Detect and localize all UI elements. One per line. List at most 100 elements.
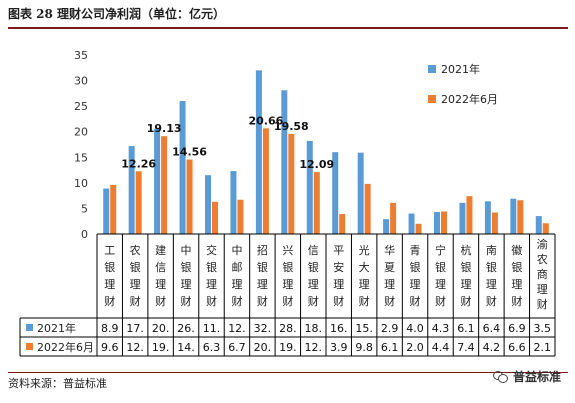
y-tick-label-5: 25 <box>74 100 88 113</box>
bar-y2021-6 <box>255 70 262 234</box>
table-cell-1-14: 7.4 <box>457 341 475 354</box>
data-label-0: 12.26 <box>121 157 156 170</box>
watermark: 普益标准 <box>492 366 561 386</box>
bar-y2022h1-0 <box>110 184 117 234</box>
bar-y2022h1-13 <box>441 211 447 234</box>
table-cell-1-11: 6.1 <box>381 341 399 354</box>
table-cell-0-7: 28. <box>279 322 297 335</box>
bar-y2021-0 <box>103 188 110 234</box>
table-cell-0-6: 32. <box>254 322 272 335</box>
table-cell-0-9: 16. <box>330 322 348 335</box>
table-cell-1-5: 6.7 <box>228 341 246 354</box>
category-label-14: 杭银理财 <box>460 243 471 308</box>
table-cell-0-4: 11. <box>203 322 221 335</box>
category-label-11: 华夏理财 <box>384 243 395 308</box>
category-label-0: 工银理财 <box>104 244 115 308</box>
table-cell-0-0: 8.9 <box>101 322 119 335</box>
y-tick-label-3: 15 <box>74 151 88 164</box>
legend-swatch-1 <box>428 95 436 103</box>
table-cell-0-10: 15. <box>355 322 373 335</box>
bar-y2021-15 <box>484 201 491 234</box>
table-cell-1-4: 6.3 <box>203 341 221 354</box>
chart-title: 图表 28 理财公司净利润（单位：亿元） <box>8 7 226 21</box>
bar-y2021-5 <box>230 171 237 234</box>
category-label-6: 招银理财 <box>257 243 268 308</box>
bar-y2022h1-2 <box>161 136 168 234</box>
title-divider <box>8 27 568 29</box>
category-label-1: 农银理财 <box>130 243 141 308</box>
bar-y2021-9 <box>332 152 339 234</box>
bar-y2022h1-4 <box>212 201 218 234</box>
table-cell-1-0: 9.6 <box>101 341 119 354</box>
table-cell-0-11: 2.9 <box>381 322 399 335</box>
table-cell-1-3: 14. <box>177 341 195 354</box>
table-cell-0-1: 17. <box>126 322 144 335</box>
bar-y2021-11 <box>383 219 390 234</box>
table-cell-1-8: 12. <box>305 341 323 354</box>
bar-y2021-13 <box>434 212 440 234</box>
table-cell-1-15: 4.2 <box>483 341 501 354</box>
table-row-label-1: 2022年6月 <box>37 340 94 354</box>
table-key-swatch-1 <box>26 343 33 350</box>
category-label-7: 兴银理财 <box>282 244 293 308</box>
bar-y2022h1-9 <box>339 214 346 234</box>
table-cell-0-14: 6.1 <box>457 322 475 335</box>
bar-y2022h1-8 <box>313 172 320 234</box>
table-row-label-0: 2021年 <box>37 321 76 335</box>
bar-y2021-14 <box>459 202 466 234</box>
y-tick-label-6: 30 <box>74 75 88 88</box>
table-cell-1-10: 9.8 <box>355 341 373 354</box>
category-label-13: 宁银理财 <box>435 243 446 308</box>
y-tick-label-4: 20 <box>74 126 88 139</box>
bar-y2022h1-15 <box>491 212 498 234</box>
data-label-5: 12.09 <box>299 158 334 171</box>
bar-y2021-17 <box>535 216 542 234</box>
y-tick-label-1: 5 <box>81 202 88 215</box>
category-label-8: 信银理财 <box>308 244 319 308</box>
legend-label-0: 2021年 <box>441 62 480 76</box>
table-cell-0-3: 26. <box>177 322 195 335</box>
bar-y2022h1-1 <box>135 171 142 234</box>
table-cell-0-16: 6.9 <box>508 322 526 335</box>
table-cell-1-2: 19. <box>152 341 170 354</box>
category-label-12: 青银理财 <box>410 244 421 308</box>
bar-y2022h1-3 <box>186 159 193 234</box>
bar-y2022h1-14 <box>466 196 473 234</box>
watermark-text: 普益标准 <box>512 369 561 384</box>
table-cell-1-17: 2.1 <box>534 341 552 354</box>
table-cell-0-2: 20. <box>152 322 170 335</box>
bar-y2021-8 <box>306 140 313 234</box>
category-label-17: 渝农商理财 <box>537 237 548 311</box>
table-cell-0-15: 6.4 <box>483 322 501 335</box>
table-cell-1-13: 4.4 <box>432 341 450 354</box>
table-key-swatch-0 <box>26 324 33 331</box>
data-label-1: 19.13 <box>147 122 182 135</box>
category-label-3: 中银理财 <box>181 244 192 308</box>
bar-y2022h1-12 <box>415 223 422 234</box>
table-cell-1-7: 19. <box>279 341 297 354</box>
bar-y2022h1-10 <box>364 183 371 234</box>
wechat-icon <box>492 370 509 383</box>
bar-y2022h1-7 <box>288 133 295 234</box>
table-cell-0-13: 4.3 <box>432 322 450 335</box>
bar-y2022h1-16 <box>517 200 524 234</box>
category-label-5: 中邮理财 <box>231 244 242 308</box>
y-tick-label-2: 10 <box>74 177 88 190</box>
bar-y2021-2 <box>154 128 161 234</box>
legend-swatch-0 <box>428 65 436 73</box>
category-label-15: 南银理财 <box>486 244 497 308</box>
category-label-10: 光大理财 <box>359 243 370 308</box>
bar-y2022h1-17 <box>542 223 549 234</box>
table-cell-0-8: 18. <box>305 322 323 335</box>
source-note: 资料来源：普益标准 <box>8 377 107 390</box>
bar-y2021-7 <box>281 90 288 234</box>
y-tick-label-0: 0 <box>81 228 88 241</box>
legend-label-1: 2022年6月 <box>441 92 498 106</box>
bar-y2021-16 <box>510 198 517 234</box>
data-label-3: 20.66 <box>248 114 283 127</box>
table-cell-1-1: 12. <box>126 341 144 354</box>
bar-y2021-4 <box>205 175 211 234</box>
table-cell-1-6: 20. <box>254 341 272 354</box>
data-label-4: 19.58 <box>274 120 309 133</box>
